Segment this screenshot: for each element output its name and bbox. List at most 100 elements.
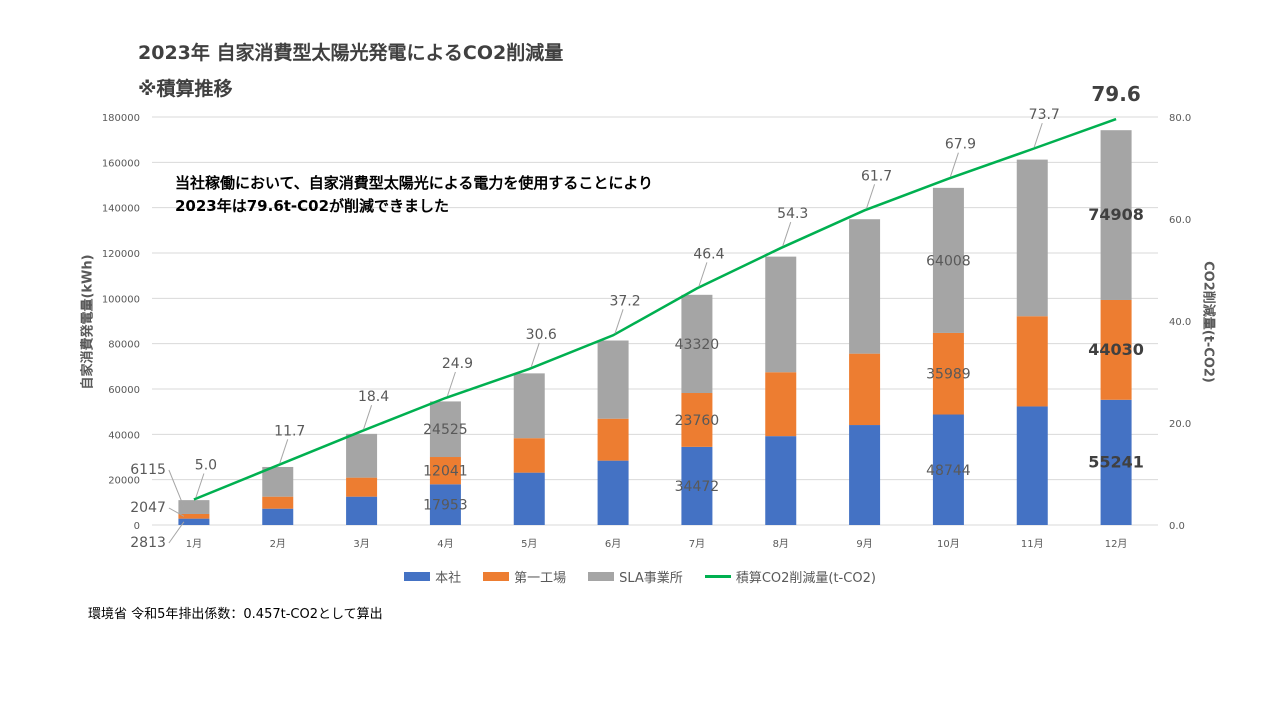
bar-data-label: 17953 xyxy=(423,498,468,514)
bar-segment xyxy=(765,256,797,373)
x-tick-label: 11月 xyxy=(1021,538,1044,550)
bar-segment xyxy=(1016,159,1048,317)
bar-segment xyxy=(1100,130,1132,300)
bar-data-label: 44030 xyxy=(1088,340,1144,359)
chart-title: 2023年 自家消費型太陽光発電によるCO2削減量 xyxy=(138,42,564,64)
bar-data-label: 2813 xyxy=(130,535,166,551)
y-tick-left: 160000 xyxy=(102,158,140,169)
bar-data-label: 12041 xyxy=(423,464,468,480)
bar-segment xyxy=(178,518,210,525)
legend-item-sla: SLA事業所 xyxy=(588,567,683,586)
line-label-leader xyxy=(698,262,708,287)
legend-item-honsha: 本社 xyxy=(404,567,461,586)
bar-segment xyxy=(765,372,797,437)
line-data-label: 24.9 xyxy=(442,356,473,372)
chart-legend: 本社 第一工場 SLA事業所 積算CO2削減量(t-CO2) xyxy=(0,567,1280,586)
y-tick-right: 80.0 xyxy=(1169,113,1191,124)
y-tick-left: 80000 xyxy=(108,340,140,351)
bar-data-label: 23760 xyxy=(675,413,720,429)
x-tick-label: 6月 xyxy=(605,538,621,550)
legend-item-co2: 積算CO2削減量(t-CO2) xyxy=(704,567,876,586)
bar-data-label: 24525 xyxy=(423,422,468,438)
line-label-leader xyxy=(782,221,792,247)
label-leader-line xyxy=(168,507,185,517)
y-tick-left: 20000 xyxy=(108,476,140,487)
line-data-label: 30.6 xyxy=(526,327,557,343)
line-data-label: 18.4 xyxy=(358,389,389,405)
legend-label-sla: SLA事業所 xyxy=(619,571,683,586)
legend-swatch-honsha xyxy=(404,572,431,581)
line-data-label: 67.9 xyxy=(945,137,976,153)
x-tick-label: 4月 xyxy=(437,538,453,550)
bar-segment xyxy=(765,436,797,525)
y-tick-left: 40000 xyxy=(108,430,140,441)
x-tick-label: 1月 xyxy=(186,538,202,550)
bar-data-label: 43320 xyxy=(675,337,720,353)
bar-segment xyxy=(597,340,629,419)
bar-segment xyxy=(1016,316,1048,407)
bar-segment xyxy=(346,496,378,525)
y-tick-right: 60.0 xyxy=(1169,215,1191,226)
bar-segment xyxy=(1016,406,1048,525)
y-tick-left: 140000 xyxy=(102,204,140,215)
chart-subtitle: ※積算推移 xyxy=(138,78,233,100)
line-data-label: 79.6 xyxy=(1091,82,1140,106)
x-tick-label: 3月 xyxy=(353,538,369,550)
legend-label-honsha: 本社 xyxy=(435,571,462,586)
co2-line xyxy=(193,117,1117,501)
line-data-label: 46.4 xyxy=(693,246,724,262)
bar-segment xyxy=(932,332,964,415)
x-tick-label: 7月 xyxy=(689,538,705,550)
chart-annotation: 当社稼働において、自家消費型太陽光による電力を使用することにより 2023年は7… xyxy=(175,172,653,218)
label-leader-line xyxy=(168,469,185,508)
bar-segment xyxy=(681,294,713,394)
x-tick-label: 9月 xyxy=(856,538,872,550)
legend-swatch-factory xyxy=(483,572,510,581)
bar-data-label: 2047 xyxy=(130,500,166,516)
bar-segment xyxy=(262,496,294,509)
line-data-label: 5.0 xyxy=(195,458,217,474)
bar-segment xyxy=(681,393,713,447)
bar-segment xyxy=(262,508,294,525)
bar-segment xyxy=(513,373,545,439)
legend-item-factory: 第一工場 xyxy=(483,567,566,586)
y-tick-right: 40.0 xyxy=(1169,317,1191,328)
line-label-leader xyxy=(1033,122,1043,148)
y-tick-left: 60000 xyxy=(108,385,140,396)
legend-swatch-sla xyxy=(588,572,615,581)
bar-data-label: 74908 xyxy=(1088,205,1144,224)
line-label-leader xyxy=(530,342,540,368)
x-tick-label: 2月 xyxy=(270,538,286,550)
bar-segment xyxy=(932,187,964,333)
y-tick-left: 0 xyxy=(134,521,140,532)
label-leader-line xyxy=(168,521,185,544)
line-data-label: 61.7 xyxy=(861,168,892,184)
bar-segment xyxy=(597,418,629,461)
line-label-leader xyxy=(195,473,205,498)
y-tick-right: 0.0 xyxy=(1169,521,1185,532)
annotation-line-1: 当社稼働において、自家消費型太陽光による電力を使用することにより xyxy=(175,174,654,192)
line-label-leader xyxy=(614,309,624,334)
bar-segment xyxy=(429,401,461,458)
x-tick-label: 8月 xyxy=(773,538,789,550)
bar-segment xyxy=(429,484,461,525)
bar-data-label: 6115 xyxy=(130,462,166,478)
x-tick-label: 10月 xyxy=(937,538,960,550)
bar-data-label: 55241 xyxy=(1088,452,1144,471)
bar-segment xyxy=(178,513,210,519)
bar-data-label: 34472 xyxy=(675,479,720,495)
y-tick-left: 180000 xyxy=(102,113,140,124)
bar-data-label: 48744 xyxy=(926,463,971,479)
bar-data-label: 64008 xyxy=(926,253,971,269)
bar-segment xyxy=(849,353,881,426)
line-data-label: 37.2 xyxy=(609,293,640,309)
line-label-leader xyxy=(866,184,876,209)
bar-segment xyxy=(346,477,378,497)
legend-label-factory: 第一工場 xyxy=(514,571,567,586)
bar-segment xyxy=(262,466,294,497)
bar-segment xyxy=(1100,399,1132,525)
line-data-label: 73.7 xyxy=(1029,107,1060,123)
bar-segment xyxy=(513,438,545,473)
bar-segment xyxy=(1100,299,1132,400)
y-axis-right-label: CO2削減量(t-CO2) xyxy=(1200,261,1216,383)
